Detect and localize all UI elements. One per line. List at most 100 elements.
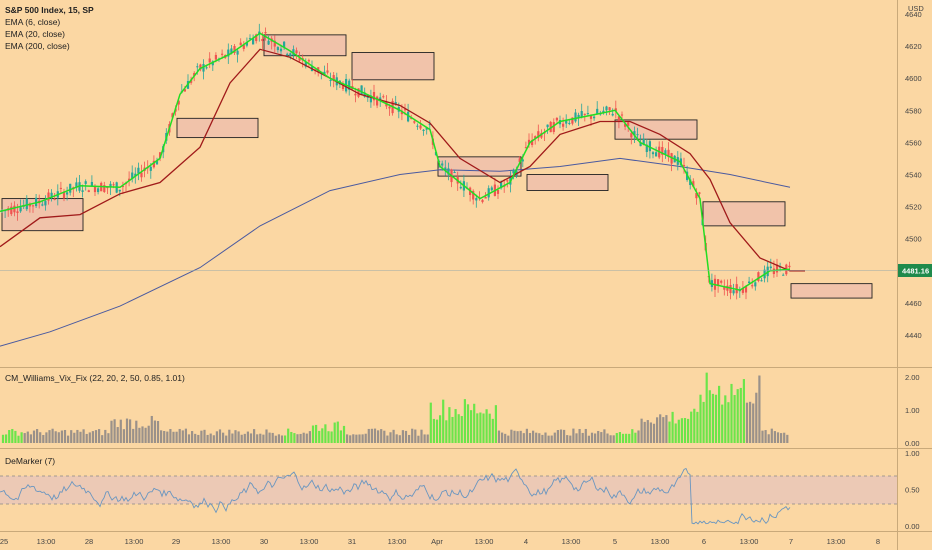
candle-body	[655, 152, 658, 157]
vix-bar	[718, 385, 721, 443]
vix-bar	[454, 409, 457, 443]
candle-body	[630, 133, 633, 138]
vix-bar	[141, 426, 144, 443]
vix-bar	[60, 430, 63, 443]
candle-body	[326, 70, 329, 73]
vix-bar	[178, 428, 181, 443]
demarker-pane[interactable]: DeMarker (7)	[0, 456, 897, 525]
vix-bar	[786, 434, 789, 443]
last-price-tag	[898, 264, 932, 277]
candle-body	[565, 119, 568, 124]
vix-bar	[5, 434, 8, 443]
candle-body	[202, 64, 205, 72]
candle-body	[255, 34, 258, 42]
vix-bar	[386, 435, 389, 443]
candle-body	[419, 125, 422, 129]
price-axis[interactable]: 4440446044804500452045404560458046004620…	[905, 10, 922, 340]
demarker-title: DeMarker (7)	[5, 456, 55, 466]
candle-body	[360, 85, 363, 95]
vix-bar	[277, 434, 280, 443]
vix-bar	[138, 427, 141, 443]
time-tick-label: 28	[85, 537, 93, 546]
vix-bar	[88, 432, 91, 443]
vix-bar	[392, 429, 395, 443]
vix-bar	[426, 434, 429, 443]
vix-bar	[404, 430, 408, 443]
vix-bar	[305, 433, 308, 443]
vix-bar	[110, 420, 113, 443]
vix-bar	[147, 425, 150, 443]
price-pane[interactable]: S&P 500 Index, 15, SP EMA (6, close) EMA…	[0, 5, 897, 347]
candle-body	[149, 166, 152, 171]
candle-body	[552, 122, 555, 132]
candle-body	[221, 53, 224, 55]
candle-body	[307, 60, 310, 62]
candle-body	[10, 206, 13, 215]
time-tick-label: 29	[172, 537, 180, 546]
vix-bar	[482, 413, 485, 443]
vix-fix-pane[interactable]: CM_Williams_Vix_Fix (22, 20, 2, 50, 0.85…	[1, 372, 789, 443]
candle-body	[617, 116, 620, 121]
vix-bar	[187, 434, 191, 443]
candle-body	[379, 97, 382, 101]
time-axis[interactable]: 25 13:00 28 13:00 29 13:00 30 13:00 31 13:00 Apr 13…	[0, 537, 880, 546]
vix-bar	[479, 412, 482, 443]
vix-bar	[401, 430, 404, 443]
candle-body	[205, 67, 208, 69]
vix-bar	[311, 425, 315, 443]
candle-body	[627, 122, 630, 126]
candle-body	[252, 38, 255, 45]
candle-body	[236, 50, 239, 55]
candle-body	[13, 205, 16, 213]
legend-ema200: EMA (200, close)	[5, 41, 70, 51]
price-tick-label: 4520	[905, 203, 922, 212]
candle-body	[611, 113, 614, 116]
candle-body	[667, 149, 670, 158]
candle-body	[376, 96, 379, 106]
candle-body	[664, 150, 667, 155]
time-tick-label: 4	[524, 537, 528, 546]
vix-bar	[559, 429, 563, 443]
vix-bar	[318, 430, 321, 443]
vix-bar	[243, 433, 246, 443]
vix-bar	[160, 430, 163, 443]
candle-body	[131, 172, 134, 180]
vix-bar	[246, 431, 249, 443]
vix-bar	[411, 428, 414, 443]
vix-bar	[476, 413, 479, 443]
time-tick-label: 7	[789, 537, 793, 546]
candle-body	[717, 279, 720, 286]
candle-body	[416, 125, 419, 127]
vix-bar	[463, 399, 466, 443]
candle-body	[481, 199, 484, 203]
candle-body	[546, 124, 549, 128]
candle-body	[555, 117, 558, 121]
candle-body	[496, 189, 500, 194]
candle-body	[444, 167, 447, 170]
vix-bar	[144, 427, 147, 443]
vix-bar	[649, 422, 652, 443]
vix-bar	[621, 433, 625, 443]
candle-body	[574, 112, 577, 122]
candle-body	[425, 127, 428, 130]
vix-bar	[222, 432, 225, 443]
price-tick-label: 4460	[905, 299, 922, 308]
candle-body	[230, 48, 233, 54]
vix-bar	[665, 415, 668, 443]
candle-body	[596, 108, 599, 114]
vix-bar	[377, 430, 380, 443]
candle-body	[50, 192, 53, 198]
last-price-value: 4481.16	[902, 267, 929, 276]
vix-bar	[181, 430, 184, 443]
candle-body	[106, 187, 109, 189]
vix-bar	[355, 434, 358, 443]
vix-bar	[8, 430, 11, 443]
candle-body	[183, 89, 186, 92]
vix-bar	[603, 429, 606, 443]
vix-bar	[764, 430, 767, 443]
vix-bar	[721, 404, 724, 443]
vix-bar	[212, 435, 215, 443]
vix-bar	[671, 411, 674, 443]
candle-body	[484, 196, 487, 199]
